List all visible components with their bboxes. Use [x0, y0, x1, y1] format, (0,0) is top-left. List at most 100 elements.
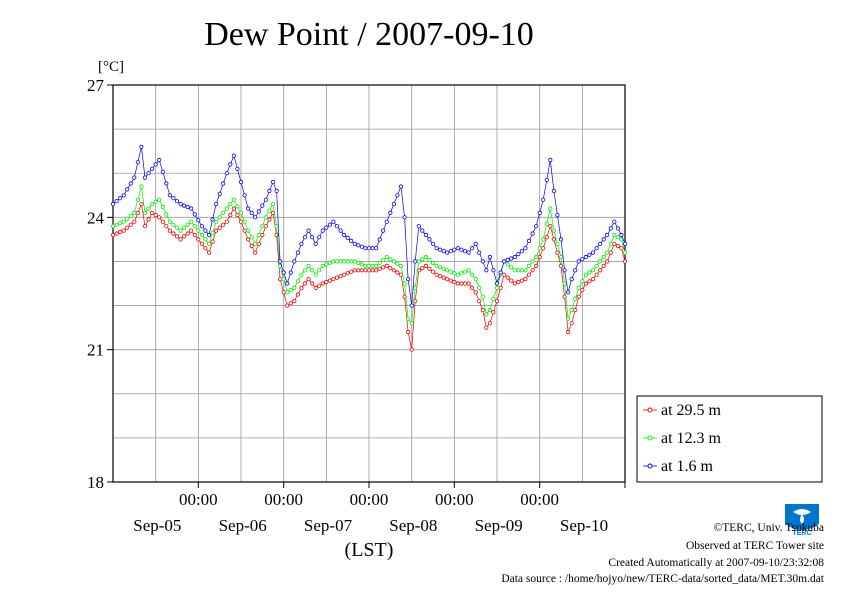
data-point	[174, 199, 180, 204]
data-point	[473, 290, 478, 295]
x-tick-date: Sep-06	[219, 516, 267, 535]
data-point	[153, 213, 158, 218]
x-tick-date: Sep-05	[133, 516, 181, 535]
data-point	[622, 259, 628, 264]
data-point	[125, 225, 130, 230]
data-point	[295, 279, 300, 284]
data-point	[384, 219, 389, 224]
data-point	[480, 294, 485, 299]
data-point	[580, 279, 585, 284]
data-point	[285, 281, 290, 286]
data-point	[402, 294, 407, 299]
data-point	[537, 210, 542, 215]
data-point	[132, 210, 137, 215]
data-point	[221, 222, 226, 227]
data-point	[334, 259, 340, 264]
data-point	[615, 235, 621, 240]
data-point	[548, 206, 553, 211]
legend-box	[636, 395, 823, 483]
data-point	[199, 241, 204, 246]
data-point	[501, 272, 507, 277]
data-point	[462, 249, 468, 254]
data-point	[334, 224, 340, 229]
data-point	[590, 276, 596, 282]
data-point	[356, 268, 361, 273]
data-point	[352, 259, 357, 264]
data-point	[562, 268, 567, 273]
data-point	[214, 202, 219, 207]
data-point	[157, 215, 162, 220]
data-point	[132, 219, 137, 224]
data-point	[110, 224, 116, 229]
data-point	[135, 160, 140, 165]
data-point	[281, 270, 286, 275]
data-point	[420, 257, 425, 262]
data-point	[121, 219, 126, 224]
data-point	[420, 228, 425, 233]
data-point	[331, 276, 336, 282]
y-tick-label: 24	[87, 208, 105, 227]
data-point	[469, 246, 475, 251]
data-point	[267, 217, 272, 222]
data-point	[551, 228, 557, 233]
data-point	[349, 259, 354, 264]
grid-lines	[113, 85, 625, 482]
data-point	[146, 206, 151, 211]
data-point	[551, 188, 557, 193]
data-point	[430, 260, 436, 265]
data-point	[341, 259, 347, 264]
data-point	[612, 219, 617, 224]
data-point	[423, 232, 428, 238]
data-point	[349, 238, 354, 243]
x-tick-time: 00:00	[520, 490, 559, 509]
data-point	[405, 316, 411, 321]
data-point	[356, 243, 361, 248]
data-point	[341, 232, 347, 238]
data-point	[313, 241, 318, 246]
data-point	[469, 285, 475, 290]
data-point	[487, 321, 492, 326]
data-point	[203, 237, 208, 242]
data-point	[512, 268, 517, 273]
data-point	[313, 285, 318, 290]
data-point	[214, 219, 219, 224]
data-point	[619, 246, 624, 251]
legend: at 29.5 m at 12.3 m at 1.6 m	[636, 395, 823, 483]
data-point	[494, 285, 500, 290]
data-point	[306, 228, 311, 233]
data-point	[302, 268, 308, 273]
data-point	[160, 219, 165, 224]
data-point	[501, 259, 507, 264]
logo-text: TERC	[792, 530, 811, 537]
data-point	[622, 250, 628, 255]
data-point	[164, 181, 169, 186]
data-point	[253, 241, 258, 246]
data-point	[512, 254, 517, 260]
series-at-1-6-m	[110, 144, 628, 308]
data-point	[178, 237, 183, 242]
legend-label: at 12.3 m	[661, 430, 722, 447]
data-point	[295, 292, 300, 297]
data-point	[516, 279, 521, 285]
data-point	[384, 254, 389, 260]
data-point	[192, 232, 197, 238]
data-point	[338, 273, 343, 279]
data-point	[292, 298, 297, 304]
data-point	[509, 278, 514, 283]
data-point	[146, 171, 151, 176]
data-point	[349, 269, 354, 274]
data-point	[160, 204, 165, 210]
data-point	[242, 219, 247, 224]
data-point	[363, 263, 368, 268]
data-point	[139, 144, 144, 149]
data-point	[423, 254, 428, 260]
data-point	[221, 210, 226, 215]
data-point	[622, 241, 628, 246]
data-point	[260, 232, 265, 238]
data-point	[573, 307, 578, 313]
data-point	[345, 271, 350, 276]
data-point	[135, 197, 140, 202]
data-point	[341, 272, 347, 277]
data-point	[256, 209, 261, 214]
data-point	[537, 246, 542, 251]
